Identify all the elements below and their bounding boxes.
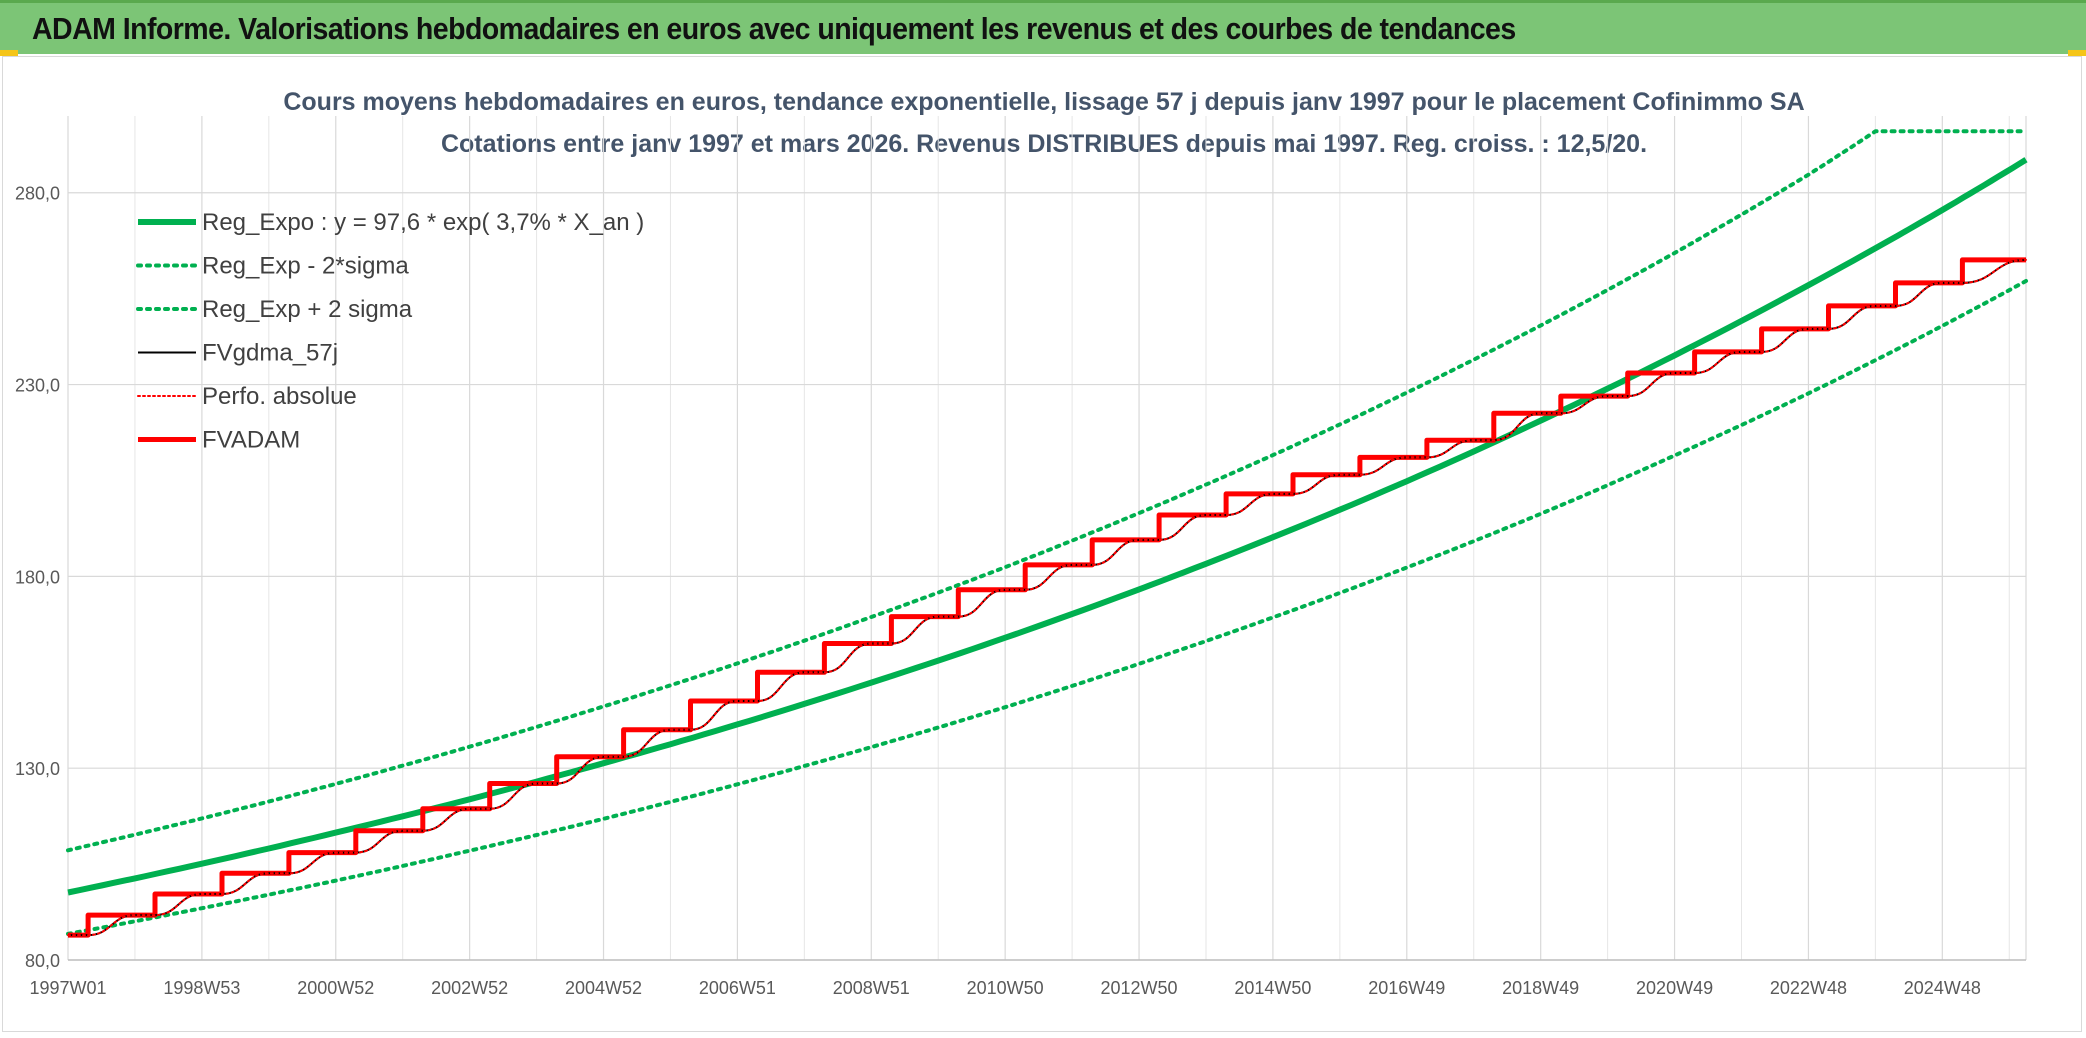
x-tick-label: 1997W01 xyxy=(29,978,106,998)
x-tick-label: 2018W49 xyxy=(1502,978,1579,998)
x-tick-label: 2016W49 xyxy=(1368,978,1445,998)
y-tick-label: 280,0 xyxy=(15,184,60,204)
x-tick-label: 2020W49 xyxy=(1636,978,1713,998)
page-title: ADAM Informe. Valorisations hebdomadaire… xyxy=(32,11,1516,46)
series-line-2 xyxy=(66,129,2028,853)
x-tick-label: 2008W51 xyxy=(833,978,910,998)
x-tick-label: 2012W50 xyxy=(1101,978,1178,998)
grid-lines xyxy=(67,116,2027,961)
legend: Reg_Expo : y = 97,6 * exp( 3,7% * X_an )… xyxy=(136,209,644,454)
x-tick-label: 2000W52 xyxy=(297,978,374,998)
chart-title: Cours moyens hebdomadaires en euros, ten… xyxy=(283,88,1804,116)
x-tick-label: 2024W48 xyxy=(1904,978,1981,998)
corner-marker-left xyxy=(0,50,18,56)
header-banner: ADAM Informe. Valorisations hebdomadaire… xyxy=(0,0,2086,54)
y-axis-ticks: 80,0 130,0 180,0 230,0 280,0 xyxy=(15,184,60,971)
y-tick-label: 230,0 xyxy=(15,376,60,396)
x-axis-ticks: 1997W01 1998W53 2000W52 2002W52 2004W52 2006W… xyxy=(29,978,1980,998)
x-tick-label: 2004W52 xyxy=(565,978,642,998)
x-tick-label: 2022W48 xyxy=(1770,978,1847,998)
x-tick-label: 1998W53 xyxy=(163,978,240,998)
legend-label-0: Reg_Expo : y = 97,6 * exp( 3,7% * X_an ) xyxy=(202,209,644,236)
corner-marker-right xyxy=(2068,50,2086,56)
legend-label-3: FVgdma_57j xyxy=(202,340,338,367)
legend-label-2: Reg_Exp + 2 sigma xyxy=(202,296,413,323)
x-tick-label: 2006W51 xyxy=(699,978,776,998)
x-tick-label: 2010W50 xyxy=(967,978,1044,998)
series-line-4 xyxy=(67,258,2027,937)
chart-subtitle: Cotations entre janv 1997 et mars 2026. … xyxy=(441,130,1647,158)
y-tick-label: 80,0 xyxy=(25,951,60,971)
legend-label-1: Reg_Exp - 2*sigma xyxy=(202,253,409,280)
series-line-3 xyxy=(68,258,2027,937)
chart-frame xyxy=(2,56,2082,1032)
legend-label-5: FVADAM xyxy=(202,427,300,454)
series-line-0 xyxy=(67,157,2028,896)
series-line-5 xyxy=(68,257,2026,938)
x-tick-label: 2002W52 xyxy=(431,978,508,998)
series-line-1 xyxy=(66,279,2028,936)
y-tick-label: 130,0 xyxy=(15,759,60,779)
y-tick-label: 180,0 xyxy=(15,567,60,587)
x-tick-label: 2014W50 xyxy=(1234,978,1311,998)
legend-label-4: Perfo. absolue xyxy=(202,383,357,410)
series-group xyxy=(66,129,2028,938)
